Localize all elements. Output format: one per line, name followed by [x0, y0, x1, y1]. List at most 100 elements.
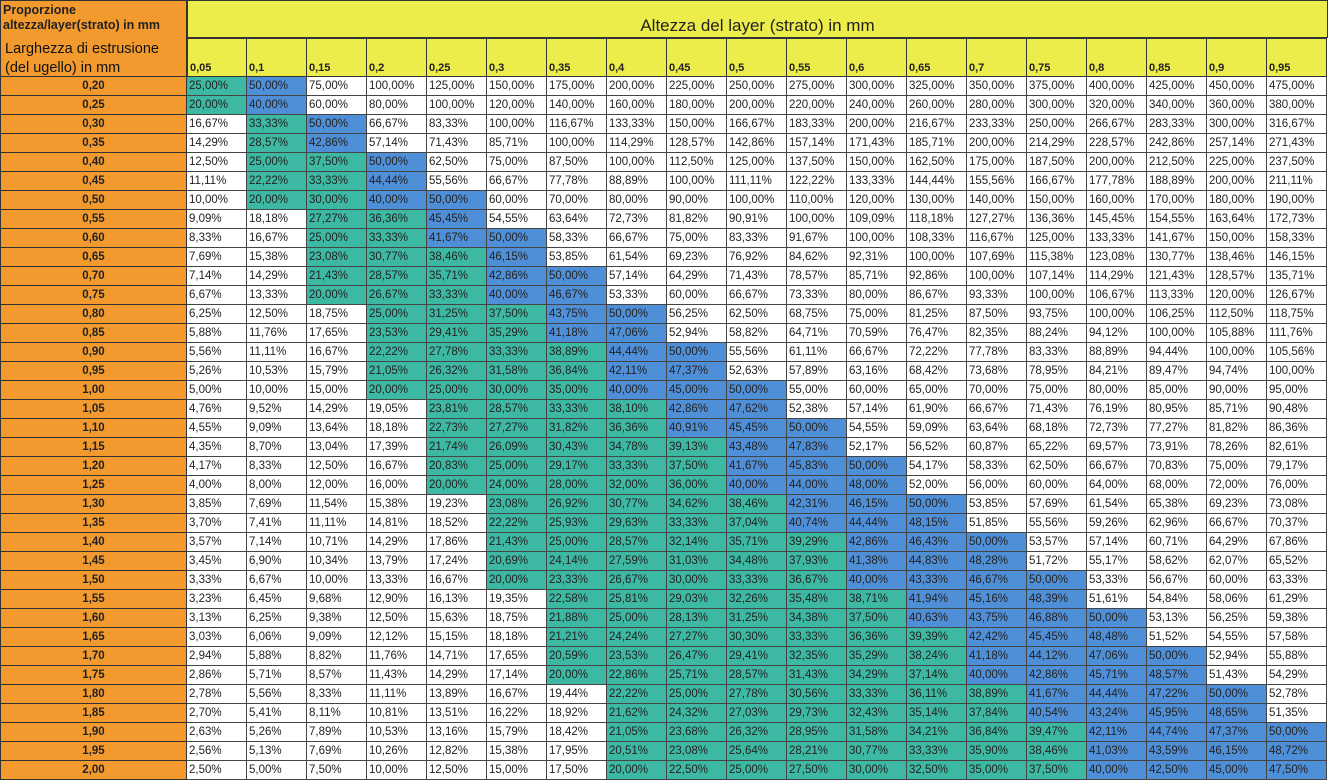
table-cell[interactable]: 55,56%: [1027, 514, 1087, 533]
table-cell[interactable]: 17,95%: [547, 742, 607, 761]
table-cell[interactable]: 29,41%: [427, 324, 487, 343]
table-cell[interactable]: 8,57%: [307, 666, 367, 685]
row-header-cell[interactable]: 1,55: [0, 590, 187, 609]
table-cell[interactable]: 65,22%: [1027, 438, 1087, 457]
table-cell[interactable]: 41,67%: [1027, 685, 1087, 704]
table-cell[interactable]: 19,05%: [367, 400, 427, 419]
table-cell[interactable]: 228,57%: [1087, 134, 1147, 153]
table-cell[interactable]: 5,13%: [247, 742, 307, 761]
table-cell[interactable]: 100,00%: [607, 153, 667, 172]
table-cell[interactable]: 3,13%: [187, 609, 247, 628]
table-cell[interactable]: 53,13%: [1147, 609, 1207, 628]
table-cell[interactable]: 280,00%: [967, 96, 1027, 115]
table-cell[interactable]: 166,67%: [727, 115, 787, 134]
table-cell[interactable]: 8,33%: [307, 685, 367, 704]
table-cell[interactable]: 66,67%: [727, 286, 787, 305]
row-header-cell[interactable]: 1,65: [0, 628, 187, 647]
table-cell[interactable]: 3,57%: [187, 533, 247, 552]
table-cell[interactable]: 142,86%: [727, 134, 787, 153]
table-cell[interactable]: 14,29%: [427, 666, 487, 685]
table-cell[interactable]: 160,00%: [1087, 191, 1147, 210]
table-cell[interactable]: 150,00%: [667, 115, 727, 134]
table-cell[interactable]: 25,00%: [487, 457, 547, 476]
table-cell[interactable]: 18,18%: [487, 628, 547, 647]
table-cell[interactable]: 53,33%: [1087, 571, 1147, 590]
table-cell[interactable]: 111,76%: [1267, 324, 1327, 343]
table-cell[interactable]: 90,48%: [1267, 400, 1327, 419]
table-cell[interactable]: 72,73%: [607, 210, 667, 229]
table-cell[interactable]: 137,50%: [787, 153, 847, 172]
table-cell[interactable]: 17,86%: [427, 533, 487, 552]
table-cell[interactable]: 70,83%: [1147, 457, 1207, 476]
table-cell[interactable]: 20,00%: [187, 96, 247, 115]
table-cell[interactable]: 34,38%: [787, 609, 847, 628]
table-cell[interactable]: 114,29%: [1087, 267, 1147, 286]
table-cell[interactable]: 73,91%: [1147, 438, 1207, 457]
table-cell[interactable]: 80,95%: [1147, 400, 1207, 419]
table-cell[interactable]: 70,37%: [1267, 514, 1327, 533]
table-cell[interactable]: 22,73%: [427, 419, 487, 438]
table-cell[interactable]: 380,00%: [1267, 96, 1327, 115]
column-header-cell[interactable]: 0,6: [847, 38, 907, 77]
table-cell[interactable]: 11,11%: [247, 343, 307, 362]
table-cell[interactable]: 36,84%: [967, 723, 1027, 742]
table-cell[interactable]: 73,08%: [1267, 495, 1327, 514]
table-cell[interactable]: 55,00%: [787, 381, 847, 400]
table-cell[interactable]: 11,76%: [247, 324, 307, 343]
table-cell[interactable]: 25,00%: [367, 305, 427, 324]
table-cell[interactable]: 88,89%: [1087, 343, 1147, 362]
table-cell[interactable]: 43,75%: [967, 609, 1027, 628]
table-cell[interactable]: 10,26%: [367, 742, 427, 761]
table-cell[interactable]: 120,00%: [847, 191, 907, 210]
table-cell[interactable]: 130,00%: [907, 191, 967, 210]
table-cell[interactable]: 26,67%: [607, 571, 667, 590]
table-cell[interactable]: 18,75%: [307, 305, 367, 324]
row-header-cell[interactable]: 1,70: [0, 647, 187, 666]
table-cell[interactable]: 18,42%: [547, 723, 607, 742]
table-cell[interactable]: 60,00%: [487, 191, 547, 210]
row-header-cell[interactable]: 0,95: [0, 362, 187, 381]
column-axis-title[interactable]: Altezza del layer (strato) in mm: [187, 0, 1328, 38]
table-cell[interactable]: 144,44%: [907, 172, 967, 191]
table-cell[interactable]: 100,00%: [487, 115, 547, 134]
table-cell[interactable]: 43,24%: [1087, 704, 1147, 723]
table-cell[interactable]: 30,30%: [727, 628, 787, 647]
table-cell[interactable]: 17,24%: [427, 552, 487, 571]
table-cell[interactable]: 113,33%: [1147, 286, 1207, 305]
table-cell[interactable]: 23,08%: [487, 495, 547, 514]
table-cell[interactable]: 37,04%: [727, 514, 787, 533]
table-cell[interactable]: 40,00%: [487, 286, 547, 305]
row-header-cell[interactable]: 0,40: [0, 153, 187, 172]
table-cell[interactable]: 100,00%: [787, 210, 847, 229]
table-cell[interactable]: 2,86%: [187, 666, 247, 685]
table-cell[interactable]: 52,17%: [847, 438, 907, 457]
table-cell[interactable]: 51,52%: [1147, 628, 1207, 647]
table-cell[interactable]: 64,00%: [1087, 476, 1147, 495]
table-cell[interactable]: 158,33%: [1267, 229, 1327, 248]
table-cell[interactable]: 212,50%: [1147, 153, 1207, 172]
table-cell[interactable]: 60,71%: [1147, 533, 1207, 552]
table-cell[interactable]: 250,00%: [727, 77, 787, 96]
column-header-cell[interactable]: 0,95: [1267, 38, 1327, 77]
table-cell[interactable]: 13,79%: [367, 552, 427, 571]
table-cell[interactable]: 79,17%: [1267, 457, 1327, 476]
table-cell[interactable]: 51,43%: [1207, 666, 1267, 685]
table-cell[interactable]: 12,50%: [427, 761, 487, 780]
table-cell[interactable]: 21,62%: [607, 704, 667, 723]
table-cell[interactable]: 75,00%: [487, 153, 547, 172]
table-cell[interactable]: 54,29%: [1267, 666, 1327, 685]
table-cell[interactable]: 24,00%: [487, 476, 547, 495]
table-cell[interactable]: 54,55%: [847, 419, 907, 438]
table-cell[interactable]: 28,13%: [667, 609, 727, 628]
table-cell[interactable]: 133,33%: [1087, 229, 1147, 248]
table-cell[interactable]: 20,59%: [547, 647, 607, 666]
corner-header-cell[interactable]: Proporzione altezza/layer(strato) in mm …: [0, 0, 187, 77]
table-cell[interactable]: 39,29%: [787, 533, 847, 552]
table-cell[interactable]: 36,36%: [847, 628, 907, 647]
table-cell[interactable]: 14,81%: [367, 514, 427, 533]
table-cell[interactable]: 200,00%: [1087, 153, 1147, 172]
table-cell[interactable]: 66,67%: [1087, 457, 1147, 476]
table-cell[interactable]: 27,50%: [787, 761, 847, 780]
table-cell[interactable]: 57,14%: [367, 134, 427, 153]
table-cell[interactable]: 5,88%: [247, 647, 307, 666]
